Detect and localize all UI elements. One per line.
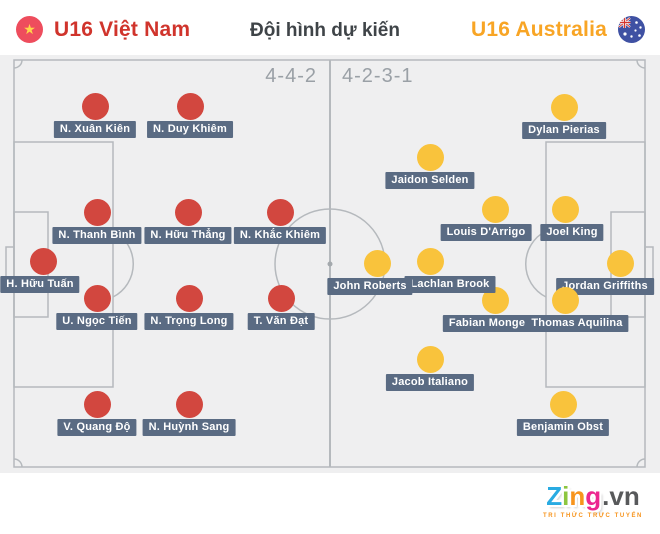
player-name-label: N. Thanh Bình: [52, 227, 142, 244]
australia-flag-icon: [618, 16, 645, 43]
player-dot-icon: [83, 390, 111, 418]
vietnam-flag-icon: ★: [16, 16, 43, 43]
player-dot-icon: [551, 286, 579, 314]
corner-arc: [636, 59, 646, 69]
player-name-label: U. Ngọc Tiến: [56, 313, 138, 330]
corner-arc: [13, 458, 23, 468]
australia-flag-graphic: [618, 16, 645, 43]
player-name-label: Jacob Italiano: [385, 374, 475, 391]
footer: Zing.vn TRI THỨC TRỰC TUYẾN: [0, 473, 660, 534]
player-name-label: Louis D'Arrigo: [440, 224, 532, 241]
player-name-label: Thomas Aquilina: [525, 315, 629, 332]
player-name-label: Fabian Monge: [442, 315, 532, 332]
right-penalty-arc: [525, 230, 547, 298]
player-name-label: Jordan Griffiths: [556, 278, 654, 295]
player-dot-icon: [83, 284, 111, 312]
player-name-label: Dylan Pierias: [522, 122, 606, 139]
player-dot-icon: [266, 198, 294, 226]
player-name-label: Lachlan Brook: [404, 276, 496, 293]
zing-logo-word: Zing.vn: [543, 483, 643, 509]
player-name-label: V. Quang Độ: [57, 419, 137, 436]
zing-logo-letter: g: [585, 481, 602, 511]
player-dot-icon: [174, 198, 202, 226]
player-dot-icon: [175, 390, 203, 418]
player-dot-icon: [549, 390, 577, 418]
zing-logo: Zing.vn TRI THỨC TRỰC TUYẾN: [543, 483, 643, 519]
away-formation-label: 4-2-3-1: [342, 65, 414, 87]
player-name-label: Benjamin Obst: [516, 419, 610, 436]
home-formation-label: 4-4-2: [265, 65, 317, 87]
player-name-label: Joel King: [540, 224, 604, 241]
away-team-name: U16 Australia: [470, 17, 607, 41]
corner-arc: [13, 59, 23, 69]
player-name-label: N. Trọng Long: [144, 313, 234, 330]
player-dot-icon: [551, 195, 579, 223]
pitch: 4-4-2 4-2-3-1 H. Hữu Tuấn N. Xuân Kiên N…: [0, 55, 660, 473]
player-dot-icon: [550, 93, 578, 121]
corner-arc: [636, 458, 646, 468]
header: ★ U16 Việt Nam Đội hình dự kiến U16 Aust…: [0, 0, 660, 55]
player-name-label: H. Hữu Tuấn: [0, 276, 80, 293]
home-team-name: U16 Việt Nam: [54, 17, 191, 41]
player-name-label: N. Khắc Khiêm: [233, 227, 327, 244]
player-dot-icon: [81, 92, 109, 120]
home-team-header: ★ U16 Việt Nam: [16, 16, 190, 43]
player-dot-icon: [416, 247, 444, 275]
zing-logo-letter: i: [562, 481, 570, 511]
player-dot-icon: [363, 249, 391, 277]
player-name-label: N. Huỳnh Sang: [142, 419, 236, 436]
player-name-label: T. Văn Đạt: [247, 313, 315, 330]
player-dot-icon: [175, 284, 203, 312]
player-dot-icon: [267, 284, 295, 312]
player-dot-icon: [481, 195, 509, 223]
page-title: Đội hình dự kiến: [250, 20, 400, 41]
player-name-label: John Roberts: [327, 278, 413, 295]
player-name-label: N. Hữu Thẳng: [144, 227, 232, 244]
zing-logo-letter: Z: [546, 481, 563, 511]
zing-logo-suffix: .vn: [602, 481, 640, 511]
player-dot-icon: [29, 247, 57, 275]
player-dot-icon: [416, 143, 444, 171]
player-name-label: N. Duy Khiêm: [147, 121, 233, 138]
zing-logo-letter: n: [569, 481, 586, 511]
player-dot-icon: [83, 198, 111, 226]
star-icon: ★: [23, 21, 36, 37]
away-team-header: U16 Australia: [471, 16, 645, 43]
player-name-label: Jaidon Selden: [385, 172, 475, 189]
player-dot-icon: [176, 92, 204, 120]
zing-tagline: TRI THỨC TRỰC TUYẾN: [542, 513, 643, 519]
player-dot-icon: [416, 345, 444, 373]
center-spot: [327, 261, 333, 267]
player-name-label: N. Xuân Kiên: [53, 121, 137, 138]
player-dot-icon: [606, 249, 634, 277]
